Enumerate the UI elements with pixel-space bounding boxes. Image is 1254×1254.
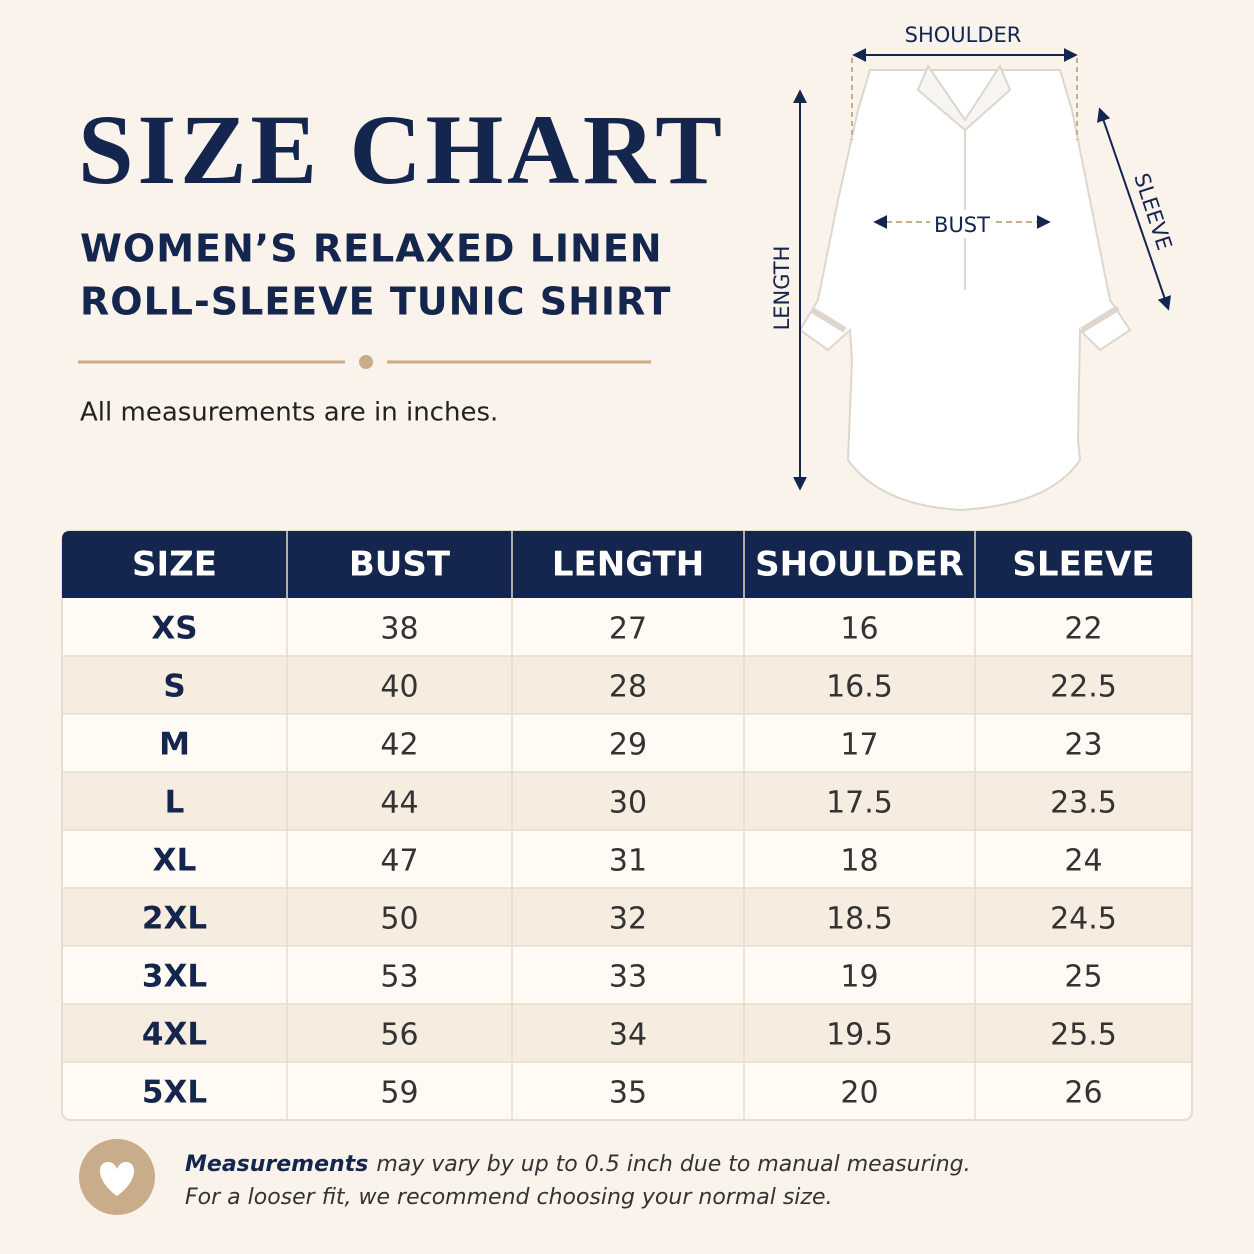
cell: 18.5 [826, 902, 893, 937]
cell: 30 [609, 786, 647, 821]
sleeve-arrow [1097, 107, 1171, 311]
cell: 23 [1064, 728, 1102, 763]
cell: 26 [1064, 1076, 1102, 1111]
cell: 27 [609, 612, 647, 647]
cell: 40 [380, 670, 418, 705]
subtitle: WOMEN’S RELAXED LINEN [80, 227, 663, 271]
column-header: BUST [349, 545, 451, 585]
footer-bold: Measurements [185, 1152, 368, 1177]
row-band [63, 1004, 1191, 1062]
size-cell: L [165, 785, 185, 821]
shirt-illustration [798, 63, 1132, 512]
column-header: SLEEVE [1012, 545, 1154, 585]
cell: 16 [840, 612, 878, 647]
cell: 20 [840, 1076, 878, 1111]
bust-label: BUST [934, 213, 990, 237]
cell: 38 [380, 612, 418, 647]
shoulder-label: SHOULDER [905, 23, 1022, 47]
cell: 22 [1064, 612, 1102, 647]
cell: 34 [609, 1018, 647, 1053]
cell: 25 [1064, 960, 1102, 995]
size-cell: XL [153, 843, 197, 879]
cell: 35 [609, 1076, 647, 1111]
footer-line: Measurements may vary by up to 0.5 inch d… [185, 1152, 971, 1177]
row-band [63, 772, 1191, 830]
cell: 47 [380, 844, 418, 879]
cell: 33 [609, 960, 647, 995]
heart-icon [99, 1162, 135, 1196]
cell: 59 [380, 1076, 418, 1111]
cell: 56 [380, 1018, 418, 1053]
cell: 19.5 [826, 1018, 893, 1053]
cell: 53 [380, 960, 418, 995]
subtitle: ROLL-SLEEVE TUNIC SHIRT [80, 280, 671, 324]
cell: 22.5 [1050, 670, 1117, 705]
column-header: SHOULDER [755, 545, 964, 585]
note: All measurements are in inches. [80, 398, 498, 428]
cell: 16.5 [826, 670, 893, 705]
cell: 24 [1064, 844, 1102, 879]
cell: 44 [380, 786, 418, 821]
row-band [63, 656, 1191, 714]
cell: 42 [380, 728, 418, 763]
cell: 50 [380, 902, 418, 937]
size-cell: 4XL [142, 1017, 207, 1053]
cell: 25.5 [1050, 1018, 1117, 1053]
cell: 31 [609, 844, 647, 879]
title: SIZE CHART [78, 94, 722, 205]
length-label: LENGTH [770, 246, 794, 331]
footer-text: may vary by up to 0.5 inch due to manual… [376, 1152, 970, 1177]
size-cell: 3XL [142, 959, 207, 995]
column-header: SIZE [132, 545, 217, 585]
cell: 17 [840, 728, 878, 763]
cell: 18 [840, 844, 878, 879]
size-cell: 2XL [142, 901, 207, 937]
cell: 19 [840, 960, 878, 995]
cell: 24.5 [1050, 902, 1117, 937]
divider-dot [359, 355, 373, 369]
cell: 17.5 [826, 786, 893, 821]
size-cell: S [163, 669, 185, 705]
size-table: SIZE BUST LENGTH SHOULDER SLEEVE XS 38 27 16 22 S 4… [61, 530, 1193, 1121]
size-cell: M [159, 727, 190, 763]
cell: 32 [609, 902, 647, 937]
cell: 29 [609, 728, 647, 763]
bust-label-bg [930, 210, 994, 238]
footer-line: For a looser fit, we recommend choosing … [185, 1185, 833, 1210]
cell: 23.5 [1050, 786, 1117, 821]
size-cell: 5XL [142, 1075, 207, 1111]
column-header: LENGTH [552, 545, 704, 585]
cell: 28 [609, 670, 647, 705]
size-cell: XS [151, 611, 197, 647]
row-band [63, 888, 1191, 946]
